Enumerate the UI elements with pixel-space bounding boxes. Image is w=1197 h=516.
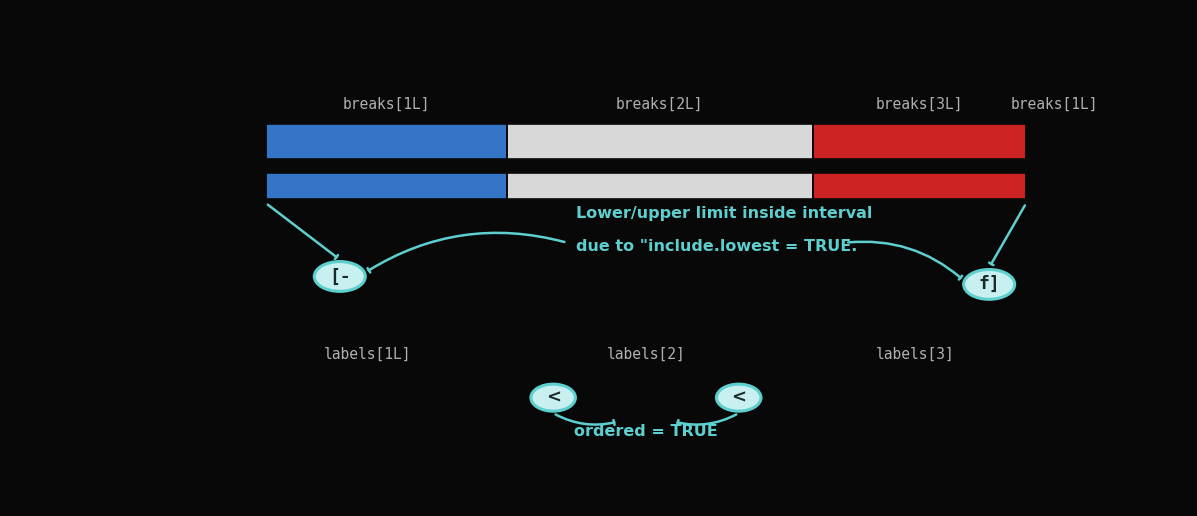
Bar (506, 173, 813, 199)
Text: breaks[1L]: breaks[1L] (1010, 96, 1098, 111)
Bar (813, 173, 1026, 199)
Ellipse shape (717, 384, 761, 411)
Bar (266, 123, 506, 159)
Text: labels[1L]: labels[1L] (324, 346, 412, 361)
Ellipse shape (964, 269, 1015, 299)
Text: Lower/upper limit inside interval: Lower/upper limit inside interval (577, 206, 873, 221)
Text: labels[2]: labels[2] (607, 346, 686, 361)
Text: <: < (546, 389, 560, 407)
Text: breaks[3L]: breaks[3L] (876, 96, 964, 111)
Text: [-: [- (329, 267, 351, 285)
Text: breaks[1L]: breaks[1L] (342, 96, 430, 111)
Ellipse shape (315, 262, 365, 292)
Bar (506, 123, 813, 159)
Ellipse shape (531, 384, 576, 411)
Bar (266, 173, 506, 199)
Text: due to "include.lowest = TRUE.: due to "include.lowest = TRUE. (577, 239, 858, 254)
Text: <: < (731, 389, 746, 407)
Text: labels[3]: labels[3] (875, 346, 954, 361)
Text: ordered = TRUE: ordered = TRUE (575, 424, 718, 440)
Bar (813, 123, 1026, 159)
Text: f]: f] (978, 276, 999, 294)
Text: breaks[2L]: breaks[2L] (616, 96, 704, 111)
